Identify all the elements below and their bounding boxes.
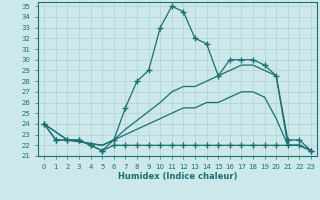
X-axis label: Humidex (Indice chaleur): Humidex (Indice chaleur) — [118, 172, 237, 181]
